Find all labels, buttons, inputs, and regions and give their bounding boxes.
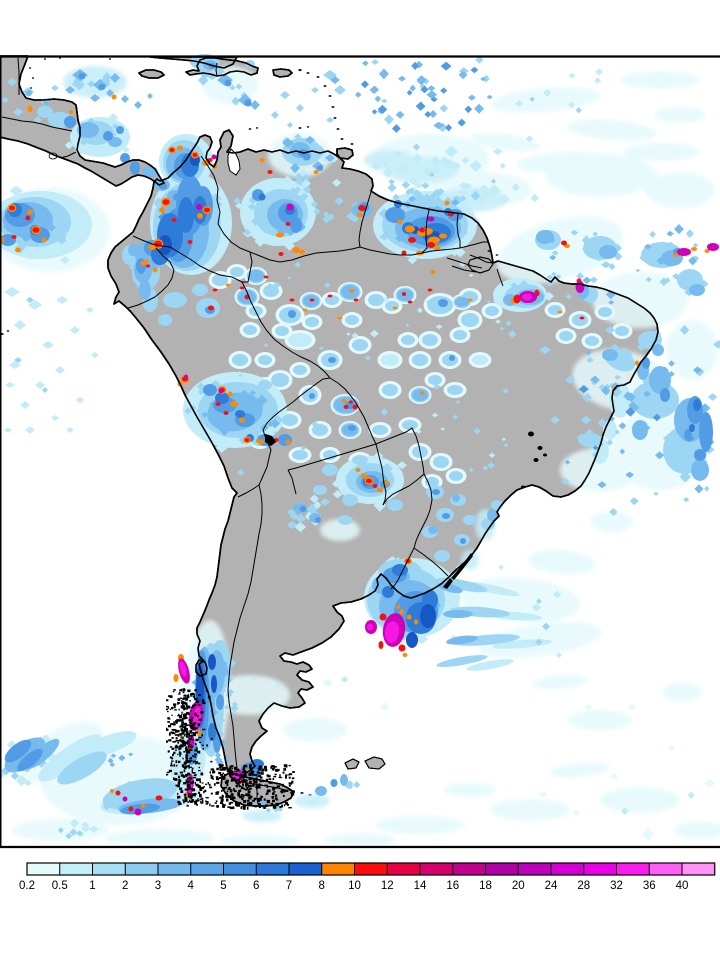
svg-text:5: 5: [220, 880, 226, 892]
svg-text:32: 32: [610, 880, 623, 892]
svg-text:24: 24: [545, 880, 558, 892]
svg-text:3: 3: [155, 880, 161, 892]
svg-text:28: 28: [577, 880, 590, 892]
svg-text:1: 1: [89, 880, 95, 892]
svg-text:14: 14: [414, 880, 427, 892]
svg-text:40: 40: [676, 880, 689, 892]
svg-text:18: 18: [479, 880, 492, 892]
svg-text:0.2: 0.2: [19, 880, 35, 892]
svg-text:8: 8: [319, 880, 325, 892]
svg-text:36: 36: [643, 880, 656, 892]
svg-text:20: 20: [512, 880, 525, 892]
svg-text:10: 10: [348, 880, 361, 892]
svg-text:6: 6: [253, 880, 259, 892]
svg-text:0.5: 0.5: [52, 880, 68, 892]
svg-text:12: 12: [381, 880, 394, 892]
svg-text:16: 16: [446, 880, 459, 892]
svg-text:4: 4: [188, 880, 195, 892]
svg-text:7: 7: [286, 880, 292, 892]
svg-text:2: 2: [122, 880, 128, 892]
